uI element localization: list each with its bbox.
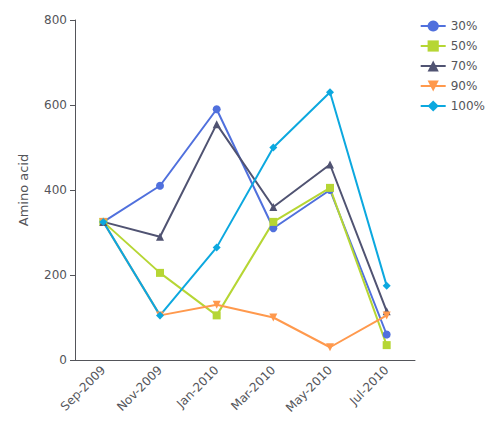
svg-text:30%: 30% (451, 19, 478, 33)
svg-text:600: 600 (44, 98, 67, 112)
svg-text:400: 400 (44, 183, 67, 197)
svg-text:Amino acid: Amino acid (16, 154, 31, 226)
svg-text:70%: 70% (451, 59, 478, 73)
svg-text:100%: 100% (451, 99, 485, 113)
svg-text:800: 800 (44, 13, 67, 27)
svg-text:May-2010: May-2010 (283, 363, 335, 415)
svg-text:Nov-2009: Nov-2009 (114, 363, 165, 414)
svg-text:Jul-2010: Jul-2010 (346, 363, 391, 408)
svg-text:Mar-2010: Mar-2010 (228, 363, 278, 413)
svg-text:200: 200 (44, 268, 67, 282)
svg-text:50%: 50% (451, 39, 478, 53)
svg-text:Jan-2010: Jan-2010 (173, 363, 221, 411)
svg-text:0: 0 (59, 353, 67, 367)
svg-text:Sep-2009: Sep-2009 (58, 363, 109, 414)
svg-text:90%: 90% (451, 79, 478, 93)
